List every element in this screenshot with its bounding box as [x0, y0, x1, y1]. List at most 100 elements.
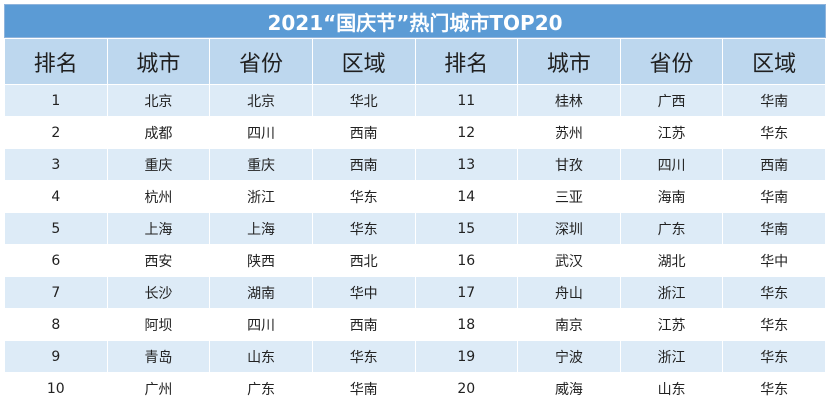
city-cell: 杭州: [106, 180, 211, 213]
city-cell: 深圳: [517, 212, 621, 245]
ranking-table: 排名 城市 省份 区域 排名 城市 省份 区域 1 北京 北京 华北 11 桂林 广西 华南 2…: [4, 38, 826, 405]
city-cell: 西安: [106, 244, 211, 277]
rank-cell: 4: [4, 180, 108, 213]
city-cell: 威海: [517, 372, 621, 405]
province-cell: 四川: [209, 116, 313, 149]
rank-cell: 20: [414, 372, 519, 405]
city-cell: 重庆: [106, 148, 211, 181]
region-cell: 华南: [722, 212, 826, 245]
province-cell: 四川: [619, 148, 724, 181]
region-cell: 华北: [311, 84, 416, 117]
region-cell: 华南: [722, 84, 826, 117]
region-cell: 西南: [311, 148, 416, 181]
region-cell: 华南: [722, 180, 826, 213]
rank-cell: 13: [414, 148, 519, 181]
table-row: 9 青岛 山东 华东 19 宁波 浙江 华东: [4, 340, 826, 373]
province-cell: 四川: [209, 308, 313, 341]
province-cell: 陕西: [209, 244, 313, 277]
city-cell: 长沙: [106, 276, 211, 309]
province-cell: 山东: [209, 340, 313, 373]
province-cell: 江苏: [619, 308, 724, 341]
region-cell: 华东: [311, 212, 416, 245]
province-cell: 浙江: [619, 276, 724, 309]
rank-cell: 9: [4, 340, 108, 373]
header-region: 区域: [311, 38, 416, 85]
city-cell: 舟山: [517, 276, 621, 309]
table-row: 2 成都 四川 西南 12 苏州 江苏 华东: [4, 116, 826, 149]
region-cell: 西南: [311, 116, 416, 149]
city-cell: 成都: [106, 116, 211, 149]
province-cell: 湖北: [619, 244, 724, 277]
table-row: 4 杭州 浙江 华东 14 三亚 海南 华南: [4, 180, 826, 213]
province-cell: 湖南: [209, 276, 313, 309]
region-cell: 华中: [311, 276, 416, 309]
rank-cell: 17: [414, 276, 519, 309]
rank-cell: 8: [4, 308, 108, 341]
province-cell: 广东: [619, 212, 724, 245]
region-cell: 华东: [722, 340, 826, 373]
city-cell: 苏州: [517, 116, 621, 149]
header-region: 区域: [722, 38, 826, 85]
region-cell: 华东: [311, 180, 416, 213]
city-cell: 南京: [517, 308, 621, 341]
header-rank: 排名: [4, 38, 108, 85]
province-cell: 广西: [619, 84, 724, 117]
province-cell: 浙江: [209, 180, 313, 213]
rank-cell: 18: [414, 308, 519, 341]
table-row: 6 西安 陕西 西北 16 武汉 湖北 华中: [4, 244, 826, 277]
rank-cell: 14: [414, 180, 519, 213]
province-cell: 北京: [209, 84, 313, 117]
header-row: 排名 城市 省份 区域 排名 城市 省份 区域: [4, 38, 826, 85]
region-cell: 华东: [722, 116, 826, 149]
city-cell: 宁波: [517, 340, 621, 373]
region-cell: 华南: [311, 372, 416, 405]
province-cell: 江苏: [619, 116, 724, 149]
table-row: 5 上海 上海 华东 15 深圳 广东 华南: [4, 212, 826, 245]
rank-cell: 19: [414, 340, 519, 373]
rank-cell: 2: [4, 116, 108, 149]
city-cell: 广州: [106, 372, 211, 405]
region-cell: 西南: [722, 148, 826, 181]
province-cell: 海南: [619, 180, 724, 213]
header-city: 城市: [106, 38, 211, 85]
region-cell: 华东: [311, 340, 416, 373]
city-cell: 北京: [106, 84, 211, 117]
rank-cell: 10: [4, 372, 108, 405]
rank-cell: 7: [4, 276, 108, 309]
region-cell: 华中: [722, 244, 826, 277]
region-cell: 华东: [722, 372, 826, 405]
city-cell: 桂林: [517, 84, 621, 117]
table-row: 1 北京 北京 华北 11 桂林 广西 华南: [4, 84, 826, 117]
rank-cell: 6: [4, 244, 108, 277]
table-row: 7 长沙 湖南 华中 17 舟山 浙江 华东: [4, 276, 826, 309]
province-cell: 重庆: [209, 148, 313, 181]
rank-cell: 3: [4, 148, 108, 181]
rank-cell: 16: [414, 244, 519, 277]
ranking-table-container: 2021“国庆节”热门城市TOP20 排名 城市 省份 区域 排名 城市 省份 …: [4, 4, 826, 405]
table-row: 10 广州 广东 华南 20 威海 山东 华东: [4, 372, 826, 405]
province-cell: 浙江: [619, 340, 724, 373]
rank-cell: 1: [4, 84, 108, 117]
city-cell: 三亚: [517, 180, 621, 213]
province-cell: 山东: [619, 372, 724, 405]
region-cell: 西南: [311, 308, 416, 341]
province-cell: 广东: [209, 372, 313, 405]
city-cell: 阿坝: [106, 308, 211, 341]
rank-cell: 12: [414, 116, 519, 149]
city-cell: 甘孜: [517, 148, 621, 181]
header-city: 城市: [517, 38, 621, 85]
header-province: 省份: [619, 38, 724, 85]
region-cell: 华东: [722, 308, 826, 341]
rank-cell: 15: [414, 212, 519, 245]
table-row: 3 重庆 重庆 西南 13 甘孜 四川 西南: [4, 148, 826, 181]
table-row: 8 阿坝 四川 西南 18 南京 江苏 华东: [4, 308, 826, 341]
region-cell: 西北: [311, 244, 416, 277]
header-province: 省份: [209, 38, 313, 85]
city-cell: 上海: [106, 212, 211, 245]
province-cell: 上海: [209, 212, 313, 245]
table-body: 1 北京 北京 华北 11 桂林 广西 华南 2 成都 四川 西南 12 苏州 江苏 华东 3 重庆 重庆 西南 13 甘…: [4, 84, 826, 405]
region-cell: 华东: [722, 276, 826, 309]
rank-cell: 11: [414, 84, 519, 117]
city-cell: 武汉: [517, 244, 621, 277]
city-cell: 青岛: [106, 340, 211, 373]
